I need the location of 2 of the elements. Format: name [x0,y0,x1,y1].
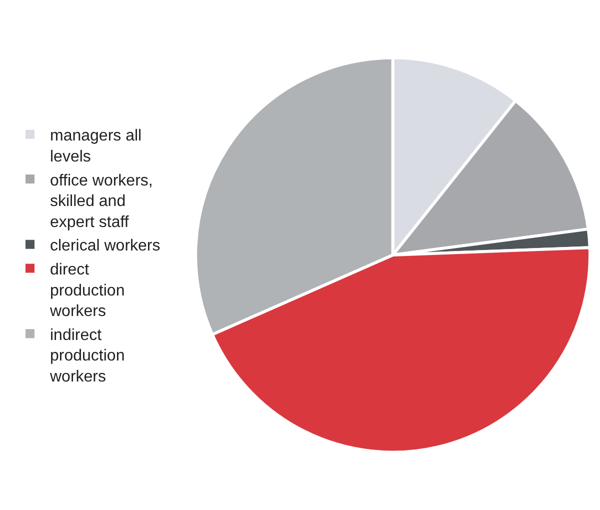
legend-label: indirect production workers [49,326,125,386]
legend-label: clerical workers [50,238,160,255]
